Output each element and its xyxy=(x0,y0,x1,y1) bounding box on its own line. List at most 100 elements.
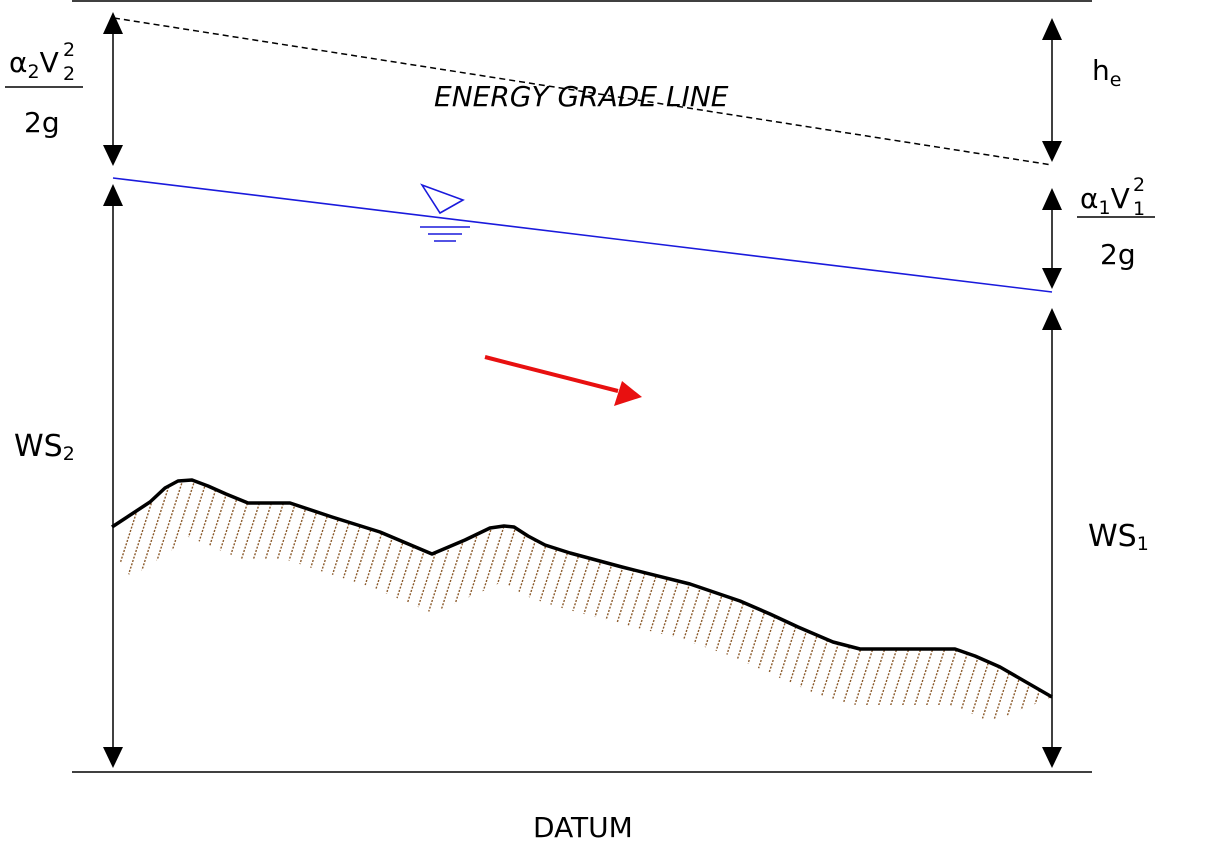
right-velocity-head-dimension xyxy=(1042,188,1062,289)
svg-text:2g: 2g xyxy=(24,106,60,139)
ws2-dimension xyxy=(103,184,123,768)
hatch-line xyxy=(669,480,751,721)
hatch-line xyxy=(309,480,391,721)
hatch-line xyxy=(381,480,463,721)
hatch-line xyxy=(153,480,235,721)
svg-text:2g: 2g xyxy=(1100,238,1136,271)
hatch-line xyxy=(849,480,931,721)
hatch-line xyxy=(741,480,823,721)
hatch-line xyxy=(1054,470,1134,720)
hatch-line xyxy=(777,480,859,721)
hatch-line xyxy=(477,480,559,721)
hatch-line xyxy=(885,480,967,721)
ws1-label: WS1 xyxy=(1088,519,1149,555)
ws2-label: WS2 xyxy=(14,429,75,465)
hatch-line xyxy=(537,480,619,721)
hatch-line xyxy=(621,480,703,721)
hatch-line xyxy=(825,480,907,721)
hatch-line xyxy=(549,480,631,721)
hatch-line xyxy=(405,480,487,721)
hatch-line xyxy=(993,480,1052,721)
hatch-line xyxy=(969,480,1051,721)
hatch-line xyxy=(717,480,799,721)
hatch-line xyxy=(129,480,211,721)
hatch-line xyxy=(873,480,955,721)
hatch-line xyxy=(837,480,919,721)
hatch-line xyxy=(112,480,151,721)
hatch-line xyxy=(357,480,439,721)
hatch-line xyxy=(945,480,1027,721)
energy-grade-line-label: ENERGY GRADE LINE xyxy=(434,80,729,113)
hatch-line xyxy=(921,480,1003,721)
svg-text:1: 1 xyxy=(1133,198,1145,220)
hatch-line xyxy=(165,480,247,721)
hatch-line xyxy=(1041,480,1052,721)
hatch-line xyxy=(513,480,595,721)
svg-text:WS2: WS2 xyxy=(14,429,75,465)
hatch-line xyxy=(213,480,295,721)
datum-label: DATUM xyxy=(533,811,633,844)
svg-text:WS1: WS1 xyxy=(1088,519,1149,555)
hatch-line xyxy=(117,480,199,721)
svg-text:2: 2 xyxy=(63,63,75,85)
hatch-line xyxy=(189,480,271,721)
bed-hatching xyxy=(112,470,1134,721)
right-velocity-head-label: α1V 2 1 2g xyxy=(1077,174,1155,271)
hatch-line xyxy=(417,480,499,721)
hatch-line xyxy=(861,480,943,721)
svg-text:2: 2 xyxy=(1133,174,1145,196)
flow-direction-arrow xyxy=(484,355,642,406)
hatch-line xyxy=(112,480,163,721)
hatch-line xyxy=(429,480,511,721)
hatch-line xyxy=(201,480,283,721)
hatch-line xyxy=(909,480,991,721)
hatch-line xyxy=(177,480,259,721)
hatch-line xyxy=(321,480,403,721)
hatch-line xyxy=(801,480,883,721)
he-dimension xyxy=(1042,18,1062,162)
hatch-line xyxy=(693,480,775,721)
hatch-line xyxy=(1005,480,1052,721)
svg-text:α2V: α2V xyxy=(9,46,59,83)
hatch-line xyxy=(441,480,523,721)
svg-text:he: he xyxy=(1092,54,1121,91)
hatch-line xyxy=(489,480,571,721)
he-label: he xyxy=(1092,54,1121,91)
hatch-line xyxy=(813,480,895,721)
hatch-line xyxy=(597,480,679,721)
channel-bed-profile xyxy=(111,478,1053,699)
hatch-line xyxy=(753,480,835,721)
hatch-line xyxy=(225,480,307,721)
energy-grade-line xyxy=(113,17,1053,166)
hatch-line xyxy=(561,480,643,721)
hatch-line xyxy=(525,480,607,721)
hatch-line xyxy=(765,480,847,721)
hatch-line xyxy=(393,480,475,721)
hatch-line xyxy=(501,480,583,721)
ws1-dimension xyxy=(1042,308,1062,768)
hatch-line xyxy=(112,480,187,721)
hatch-line xyxy=(609,480,691,721)
water-surface-line xyxy=(112,177,1053,293)
hatch-line xyxy=(789,480,871,721)
hatch-line xyxy=(369,480,451,721)
hatch-line xyxy=(112,480,175,721)
hatch-line xyxy=(933,480,1015,721)
hatch-line xyxy=(465,480,547,721)
hatch-line xyxy=(273,480,355,721)
left-velocity-head-label: α2V 2 2 2g xyxy=(5,39,83,139)
hatch-line xyxy=(453,480,535,721)
hatch-line xyxy=(297,480,379,721)
svg-text:2: 2 xyxy=(63,39,75,61)
hatch-line xyxy=(345,480,427,721)
hatch-line xyxy=(585,480,667,721)
left-velocity-head-dimension xyxy=(103,12,123,166)
hatch-line xyxy=(333,480,415,721)
hatch-line xyxy=(981,480,1052,721)
hatch-line xyxy=(141,480,223,721)
hatch-line xyxy=(573,480,655,721)
hatch-line xyxy=(1029,480,1052,721)
hatch-line xyxy=(633,480,715,721)
hatch-line xyxy=(897,480,979,721)
